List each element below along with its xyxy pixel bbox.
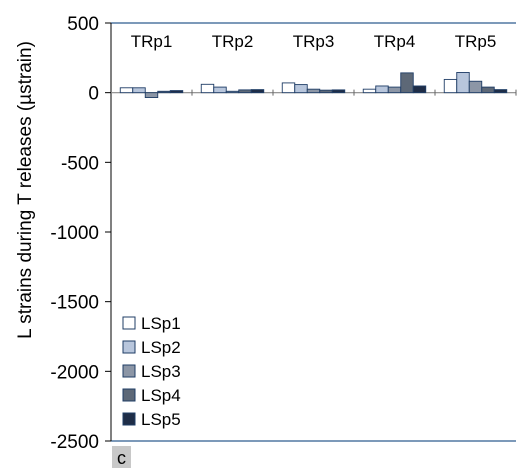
legend-swatch xyxy=(122,412,136,426)
y-axis-label: L strains during T releases (µstrain) xyxy=(15,41,36,339)
bar xyxy=(238,89,252,94)
panel-tag: c xyxy=(112,446,131,468)
y-tick-label: 0 xyxy=(88,84,99,105)
y-tick-label: -1500 xyxy=(50,293,99,314)
legend-label: LSp3 xyxy=(141,362,181,381)
bar xyxy=(443,78,458,94)
bar xyxy=(132,87,146,94)
bar xyxy=(412,85,427,94)
bar xyxy=(250,89,265,94)
bar xyxy=(213,86,227,94)
legend-label: LSp5 xyxy=(141,410,181,429)
y-tick-label: -1000 xyxy=(50,223,99,244)
bar xyxy=(281,82,296,94)
category-label: TRp1 xyxy=(131,32,173,51)
bar xyxy=(306,88,321,94)
legend-label: LSp4 xyxy=(141,386,181,405)
legend-swatch xyxy=(122,388,136,402)
category-label: TRp3 xyxy=(293,32,335,51)
legend-label: LSp2 xyxy=(141,338,181,357)
bar xyxy=(331,89,346,94)
legend-swatch xyxy=(122,364,136,378)
y-tick-label: -500 xyxy=(61,153,99,174)
y-tick-label: -2000 xyxy=(50,362,99,383)
bar xyxy=(319,89,333,94)
legend-swatch xyxy=(122,340,136,354)
legend-label: LSp1 xyxy=(141,314,181,333)
y-tick-label: 500 xyxy=(67,14,99,35)
bar xyxy=(119,87,134,94)
legend-swatch xyxy=(122,316,136,330)
category-label: TRp4 xyxy=(374,32,416,51)
category-label: TRp5 xyxy=(455,32,497,51)
bar xyxy=(456,72,470,94)
bar xyxy=(225,90,240,94)
bar xyxy=(481,86,495,94)
plot-area: 500 0 -500 -1000 -1500 -2000 -2500 TRp1 TRp2 TRp3… xyxy=(50,14,517,453)
bar xyxy=(144,92,159,98)
bar xyxy=(362,88,377,94)
bar xyxy=(387,86,402,94)
bar xyxy=(400,72,414,94)
bar xyxy=(493,89,508,94)
bar xyxy=(157,90,171,94)
bar xyxy=(294,84,308,94)
category-label: TRp2 xyxy=(212,32,254,51)
y-tick-label: -2500 xyxy=(50,432,99,453)
bar xyxy=(169,90,184,94)
bar xyxy=(375,85,389,94)
bar xyxy=(468,80,483,94)
bar xyxy=(200,83,215,94)
